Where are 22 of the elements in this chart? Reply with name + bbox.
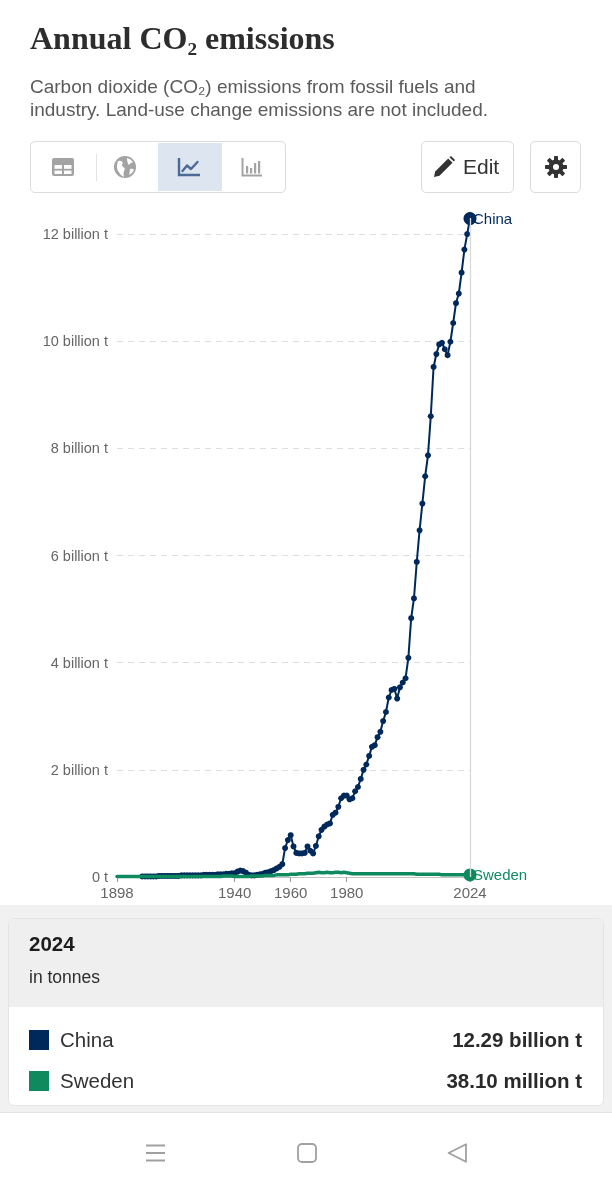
edit-button: Edit [421, 141, 514, 193]
x-tick-label: 1960 [274, 884, 308, 901]
text: 12.29 billion t [452, 1027, 582, 1053]
chart-title: Annual CO₂ emissions [30, 19, 335, 58]
legend-label: China [60, 1027, 114, 1053]
y-tick-label: 12 billion t [42, 226, 108, 243]
y-tick-label: 4 billion t [50, 654, 108, 671]
text: 38.10 million t [446, 1068, 582, 1094]
text: in tonnes [29, 966, 101, 988]
x-tick-label: 1980 [330, 884, 364, 901]
x-tick-label: 2024 [453, 884, 487, 901]
y-tick-label: 2 billion t [50, 761, 108, 778]
x-tick-label: 1940 [217, 884, 252, 901]
chart-subtitle: Carbon dioxide (CO₂) emissions from fossil fuels and industry. Land-use change emissions are not included. [30, 75, 490, 121]
y-tick-label: 6 billion t [50, 547, 108, 564]
y-tick-label: 10 billion t [42, 333, 108, 350]
x-tick-label: 1898 [100, 884, 134, 901]
text: Sweden [473, 866, 528, 884]
legend-title: 2024 [29, 931, 75, 957]
y-tick-label: 8 billion t [50, 440, 108, 457]
legend-label: Sweden [60, 1068, 135, 1094]
y-tick-label: 0 t [91, 869, 108, 885]
